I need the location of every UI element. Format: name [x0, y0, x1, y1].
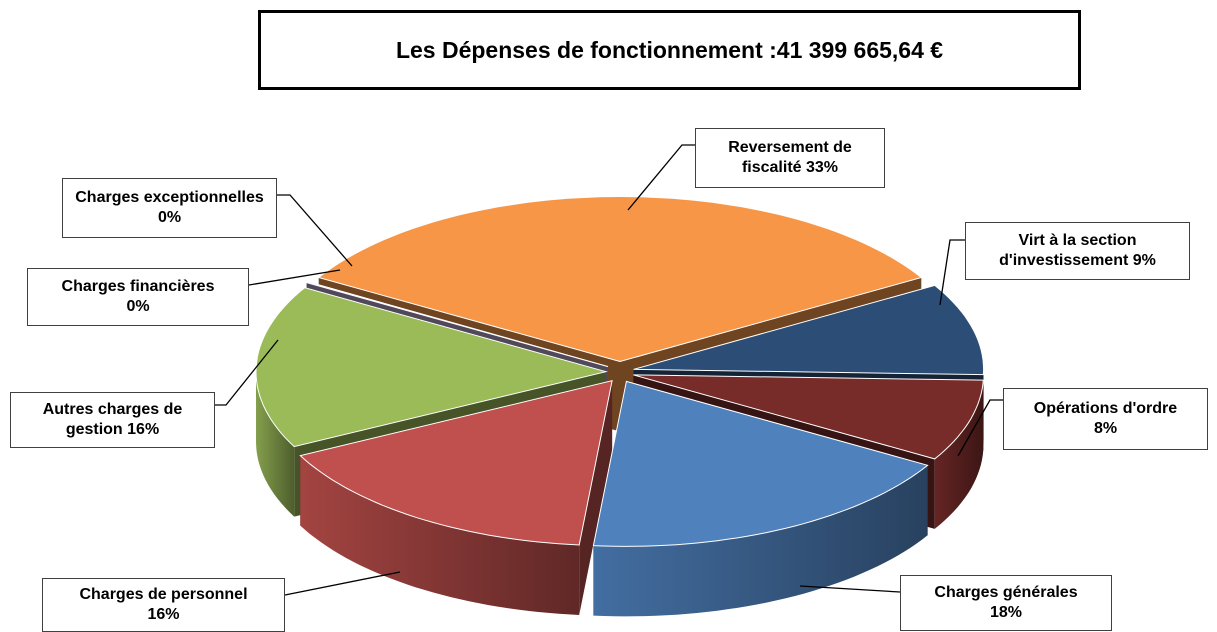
- slice-side: [593, 465, 928, 617]
- slice-top: [633, 284, 985, 376]
- category-name: Virt à la section d'investissement: [999, 232, 1137, 269]
- data-label: Virt à la section d'investissement 9%: [965, 222, 1190, 280]
- slice-top: [633, 374, 984, 460]
- value-label: 16%: [147, 606, 180, 623]
- slice-top: [299, 380, 613, 546]
- slice: [592, 380, 929, 617]
- label-text: Charges générales 18%: [907, 583, 1105, 623]
- category-name: Opérations d'ordre: [1033, 400, 1178, 417]
- data-label: Charges exceptionnelles 0%: [62, 178, 277, 238]
- value-label: 9%: [1132, 252, 1156, 269]
- leader-line: [957, 399, 1003, 457]
- category-name: Charges financières: [61, 278, 215, 295]
- label-text: Virt à la section d'investissement 9%: [972, 231, 1183, 271]
- label-text: Charges exceptionnelles 0%: [69, 188, 270, 228]
- label-text: Charges de personnel 16%: [49, 585, 278, 625]
- leader-line: [284, 571, 401, 596]
- leader-line: [215, 339, 279, 406]
- category-name: Reversement de fiscalité: [728, 139, 852, 176]
- category-name: Charges générales: [934, 584, 1078, 601]
- leader-line: [939, 239, 965, 306]
- category-name: Charges exceptionnelles: [75, 189, 264, 206]
- value-label: 0%: [126, 298, 150, 315]
- value-label: 0%: [157, 209, 182, 226]
- label-text: Opérations d'ordre 8%: [1010, 399, 1201, 439]
- slice: [299, 380, 613, 615]
- slice-top: [592, 380, 929, 547]
- value-label: 18%: [989, 604, 1023, 621]
- value-label: 8%: [1093, 420, 1118, 437]
- data-label: Charges financières 0%: [27, 268, 249, 326]
- data-label: Charges générales 18%: [900, 575, 1112, 631]
- label-text: Reversement de fiscalité 33%: [702, 138, 878, 178]
- slice-top: [317, 195, 923, 363]
- slice-side: [256, 371, 295, 517]
- value-label: 16%: [127, 421, 160, 438]
- data-label: Charges de personnel 16%: [42, 578, 285, 632]
- category-name: Charges de personnel: [79, 586, 248, 603]
- data-label: Autres charges de gestion 16%: [10, 392, 215, 448]
- leader-line: [799, 585, 901, 593]
- slice-top: [305, 281, 609, 368]
- label-text: Autres charges de gestion 16%: [17, 400, 208, 440]
- leader-line: [277, 194, 353, 267]
- value-label: 33%: [806, 159, 839, 176]
- data-label: Reversement de fiscalité 33%: [695, 128, 885, 188]
- label-text: Charges financières 0%: [34, 277, 242, 317]
- data-label: Opérations d'ordre 8%: [1003, 388, 1208, 450]
- leader-line: [248, 269, 341, 286]
- chart-title: Les Dépenses de fonctionnement :41 399 6…: [258, 10, 1081, 90]
- category-name: Autres charges de gestion: [42, 401, 183, 438]
- leader-line: [627, 144, 695, 211]
- slice-side: [300, 455, 580, 615]
